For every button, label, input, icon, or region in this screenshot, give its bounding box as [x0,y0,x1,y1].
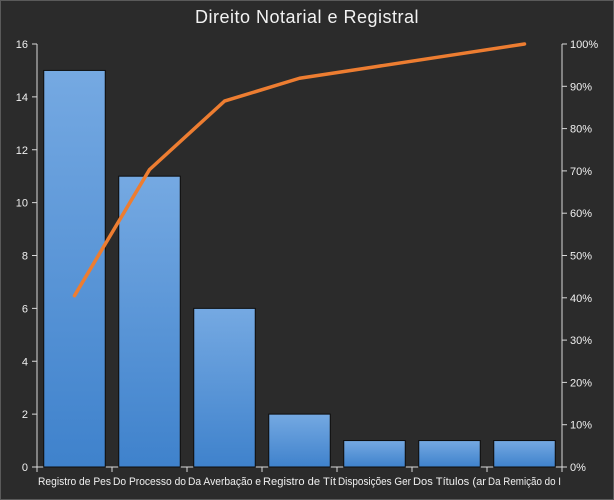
x-category-label: Da Remição do I [488,476,561,488]
x-category-label: Da Averbação e [188,476,261,488]
axes-group [32,43,567,472]
y-tick-label-left: 2 [22,409,28,421]
y-tick-label-right: 100% [570,39,598,51]
y-tick-label-left: 16 [16,39,28,51]
y-tick-label-left: 6 [22,303,28,315]
x-category-label: Do Processo do [113,476,186,488]
y-tick-label-left: 8 [22,251,28,263]
y-tick-label-right: 10% [570,420,592,432]
x-category-label: Registro de Tít [263,476,336,488]
bars-group [43,69,556,468]
y-tick-label-right: 70% [570,166,592,178]
chart-title: Direito Notarial e Registral [194,7,420,27]
line-group [72,42,527,298]
bar [118,175,181,468]
y-tick-label-left: 4 [22,356,28,368]
y-tick-label-left: 0 [22,462,28,474]
bar [343,440,406,468]
bar [268,413,331,468]
y-tick-label-right: 80% [570,124,592,136]
y-tick-label-left: 10 [16,198,28,210]
labels-group: 0 2 4 6 8 10 12 14 16 0% 10% 20% 30% 40% 50% 60% 70% 80% 9… [16,39,599,488]
x-category-label: Disposições Ger [338,476,411,488]
y-tick-label-right: 20% [570,377,592,389]
bar [493,440,556,468]
y-tick-label-right: 0% [570,462,586,474]
cumulative-line [72,42,527,298]
y-tick-label-right: 30% [570,335,592,347]
y-tick-label-right: 50% [570,251,592,263]
x-category-label: Registro de Pes [38,476,111,488]
y-tick-label-right: 40% [570,293,592,305]
bar [193,307,256,468]
y-tick-label-left: 12 [16,145,28,157]
bar [418,440,481,468]
y-tick-label-right: 90% [570,81,592,93]
y-tick-label-right: 60% [570,208,592,220]
x-category-label: Dos Títulos (ar [413,476,486,488]
y-tick-label-left: 14 [16,92,28,104]
bar [43,69,106,468]
